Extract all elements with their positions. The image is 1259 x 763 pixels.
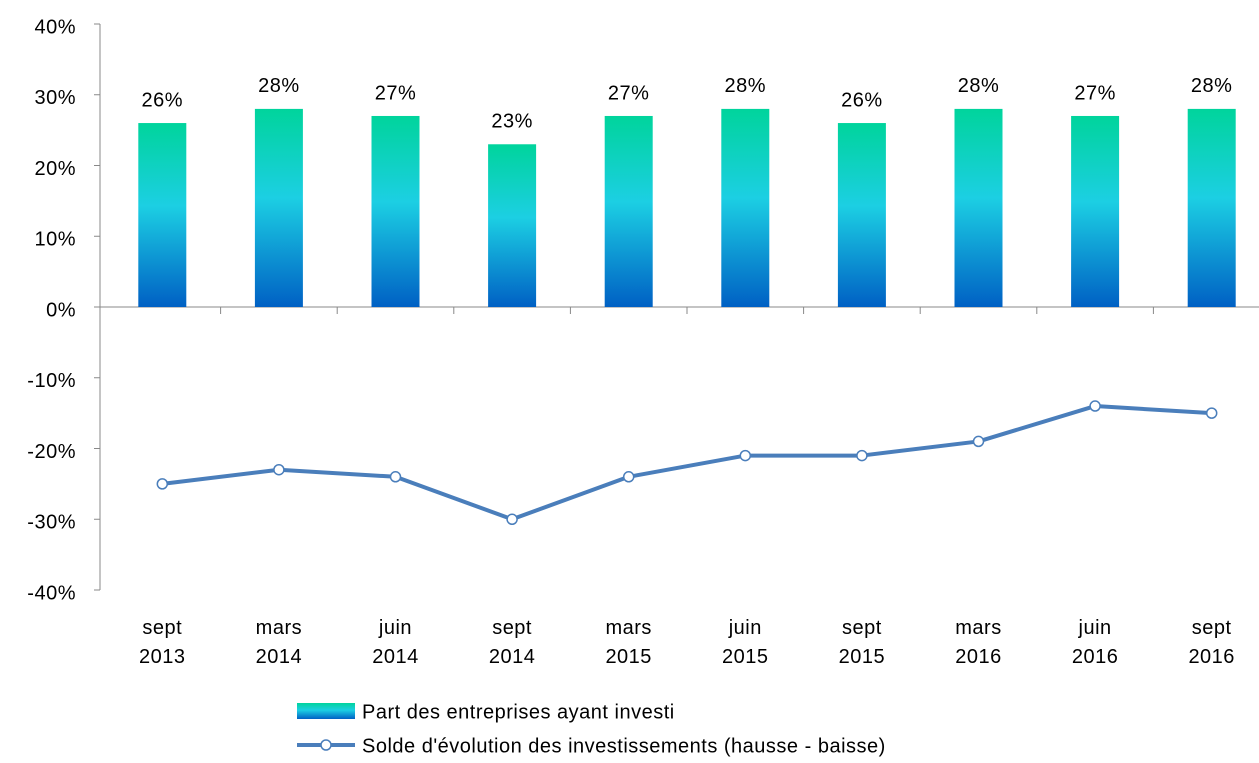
y-tick-label: -20% xyxy=(27,441,76,463)
legend-swatch xyxy=(320,739,332,751)
data-label: 28% xyxy=(725,75,767,97)
bar xyxy=(954,108,1003,308)
x-tick-label: sept 2013 xyxy=(139,617,186,668)
y-tick-label: -10% xyxy=(27,370,76,392)
x-tick-label: sept 2014 xyxy=(488,617,536,668)
x-tick-label: juin 2015 xyxy=(722,617,769,668)
y-tick-label: -40% xyxy=(27,582,76,604)
x-tick-label: sept 2015 xyxy=(838,617,886,668)
data-label: 23% xyxy=(491,111,533,133)
line-marker xyxy=(1205,407,1218,419)
data-label: 27% xyxy=(608,82,650,104)
y-tick-label: -30% xyxy=(27,512,76,534)
line xyxy=(162,404,1212,522)
line-marker xyxy=(389,471,402,483)
x-tick-label: sept 2016 xyxy=(1188,617,1235,668)
data-label: 28% xyxy=(258,75,300,97)
data-label: 26% xyxy=(142,89,184,111)
line-marker xyxy=(739,449,752,462)
y-tick-label: 40% xyxy=(34,16,76,38)
y-tick-label: 20% xyxy=(34,158,76,180)
bar xyxy=(1187,108,1236,308)
legend-label: Solde d'évolution des investissements (h… xyxy=(362,735,886,757)
data-label: 28% xyxy=(958,75,1000,97)
line-marker xyxy=(972,435,985,448)
x-tick-label: juin 2016 xyxy=(1071,617,1119,668)
bar xyxy=(371,115,420,307)
line-marker xyxy=(273,463,285,476)
x-tick-label: mars 2014 xyxy=(255,617,303,668)
y-tick-label: 10% xyxy=(34,229,76,251)
bar xyxy=(721,108,770,308)
bar xyxy=(837,123,886,307)
x-tick-label: mars 2016 xyxy=(955,617,1002,668)
bar xyxy=(604,115,653,307)
line-marker xyxy=(1089,400,1101,412)
bar xyxy=(138,123,187,307)
data-label: 28% xyxy=(1191,75,1233,97)
legend-swatch xyxy=(297,703,355,719)
x-tick-label: mars 2015 xyxy=(605,617,652,668)
bar xyxy=(254,108,303,308)
line-marker xyxy=(506,513,518,525)
x-tick-label: juin 2014 xyxy=(372,617,419,668)
line-marker xyxy=(156,478,169,490)
data-label: 27% xyxy=(1074,82,1116,104)
y-tick-label: 0% xyxy=(46,299,76,321)
data-label: 27% xyxy=(375,82,417,104)
legend-label: Part des entreprises ayant investi xyxy=(362,701,675,723)
y-tick-label: 30% xyxy=(34,87,76,109)
line-marker xyxy=(622,471,635,483)
bar xyxy=(488,144,537,307)
bar xyxy=(1071,115,1120,307)
line-marker xyxy=(856,449,868,462)
data-label: 26% xyxy=(841,89,883,111)
